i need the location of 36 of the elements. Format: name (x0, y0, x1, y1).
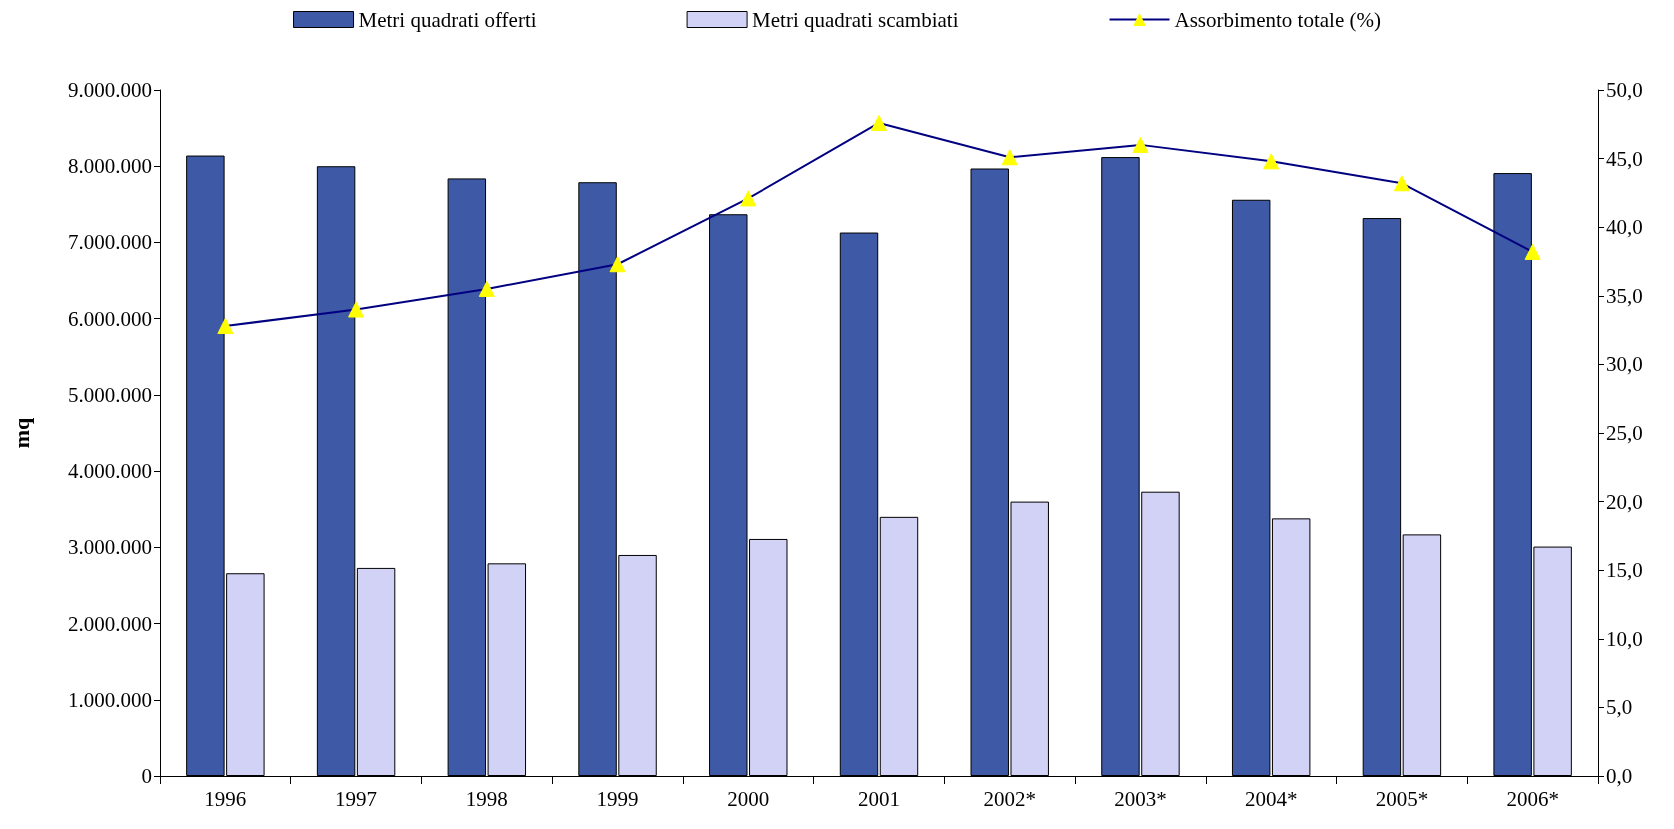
y2-tick-label: 15,0 (1606, 558, 1643, 583)
x-tick-label: 2003* (1114, 786, 1167, 811)
x-tick-label: 2002* (983, 786, 1036, 811)
x-tick-label: 2005* (1375, 786, 1429, 811)
x-tick-label: 1996 (204, 786, 247, 811)
y2-tick-label: 35,0 (1606, 283, 1643, 308)
y2-tick-label: 30,0 (1606, 352, 1643, 377)
y-tick-label: 3.000.000 (68, 535, 152, 560)
legend-label: Metri quadrati scambiati (752, 7, 959, 32)
y2-tick-label: 45,0 (1606, 146, 1643, 171)
legend-label: Assorbimento totale (%) (1174, 7, 1381, 32)
x-tick-label: 2001 (858, 786, 900, 811)
x-tick-label: 2000 (727, 786, 770, 811)
x-tick-label: 2004* (1244, 786, 1298, 811)
y-tick-label: 6.000.000 (68, 306, 152, 331)
x-tick-label: 1997 (335, 786, 378, 811)
y2-tick-label: 25,0 (1606, 421, 1643, 445)
x-tick-label: 1999 (596, 786, 639, 811)
y2-tick-label: 10,0 (1606, 626, 1643, 651)
y2-tick-label: 40,0 (1606, 215, 1643, 240)
y-tick-label: 4.000.000 (68, 459, 152, 484)
x-tick-label: 1998 (465, 786, 508, 811)
y2-tick-label: 0,0 (1606, 764, 1633, 788)
y-tick-label: 1.000.000 (68, 687, 152, 712)
y2-tick-label: 50,0 (1606, 78, 1643, 102)
y-tick-label: 0 (141, 764, 152, 788)
y2-tick-label: 20,0 (1606, 489, 1643, 514)
y-tick-label: 2.000.000 (68, 611, 152, 636)
y-tick-label: 9.000.000 (68, 78, 152, 102)
y-tick-label: 7.000.000 (68, 230, 152, 255)
y-tick-label: 5.000.000 (68, 382, 152, 407)
y-tick-label: 8.000.000 (68, 154, 152, 179)
legend-label: Metri quadrati offerti (358, 7, 537, 32)
y2-tick-label: 5,0 (1606, 695, 1633, 720)
y-axis-title: mq (8, 416, 34, 449)
x-tick-label: 2006* (1506, 786, 1559, 811)
